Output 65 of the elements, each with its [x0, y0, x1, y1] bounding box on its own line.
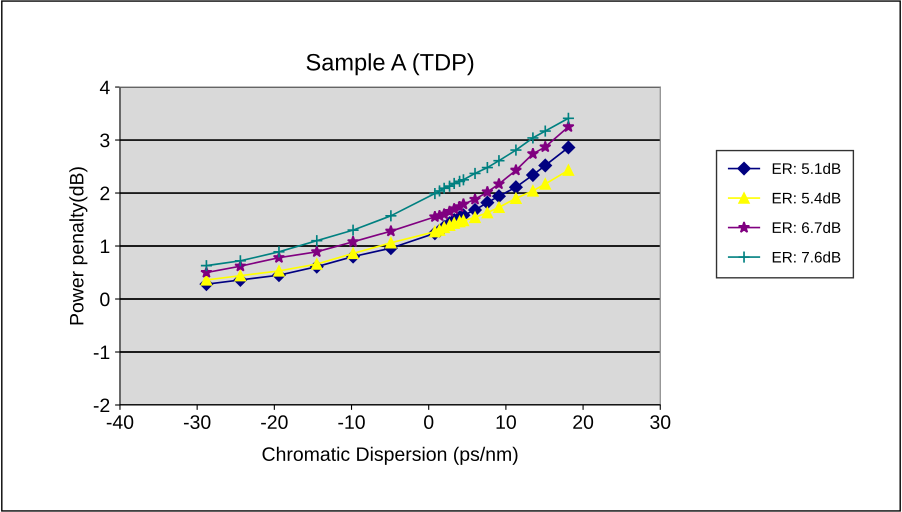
point [457, 198, 470, 210]
point [384, 209, 398, 222]
x-tick-label: -40 [106, 415, 134, 429]
point [385, 237, 397, 249]
y-axis-title: Power penalty(dB) [69, 167, 88, 324]
point [311, 258, 322, 270]
y-tick-label: 1 [100, 240, 110, 254]
point [273, 265, 285, 277]
y-tick-label: 2 [100, 186, 110, 200]
point [468, 192, 482, 205]
legend-label: ER: 7.6dB [772, 251, 840, 263]
point [510, 144, 522, 156]
point [539, 140, 552, 152]
x-tick-label: 0 [424, 415, 434, 429]
point [272, 245, 286, 258]
x-tick-label: -10 [338, 415, 365, 429]
point [347, 248, 359, 260]
point [200, 259, 213, 272]
point [493, 202, 505, 214]
point [526, 147, 540, 160]
point [310, 234, 324, 248]
legend-label: ER: 5.1dB [772, 162, 840, 174]
point [492, 154, 506, 168]
point [480, 161, 494, 174]
legend-label: ER: 5.4dB [772, 192, 840, 204]
point [527, 185, 539, 197]
point [562, 140, 576, 154]
x-tick-label: 10 [496, 415, 516, 429]
point [562, 112, 575, 125]
y-tick-label: 3 [100, 134, 110, 148]
point [482, 206, 494, 218]
point [346, 224, 360, 237]
legend-label: ER: 6.7dB [772, 222, 840, 234]
point [468, 167, 482, 180]
point [492, 189, 506, 203]
point [457, 173, 470, 186]
x-tick-label: 20 [573, 415, 594, 429]
point [526, 168, 540, 182]
point [234, 270, 246, 282]
point [384, 224, 398, 237]
x-tick-label: -30 [184, 415, 210, 429]
y-tick-label: -2 [94, 398, 110, 412]
point [562, 120, 575, 132]
x-tick-label: 30 [650, 415, 670, 429]
chart-title: Sample A (TDP) [306, 53, 474, 76]
point [469, 212, 481, 224]
point [510, 164, 522, 176]
point [526, 132, 540, 144]
point [510, 192, 522, 204]
point [492, 178, 506, 190]
point [481, 186, 494, 198]
x-tick-label: -20 [261, 415, 288, 429]
point [540, 178, 551, 190]
point [509, 180, 523, 194]
y-tick-label: 4 [100, 80, 110, 94]
x-axis-title: Chromatic Dispersion (ps/nm) [262, 446, 518, 465]
point [346, 235, 360, 248]
point [480, 196, 494, 210]
y-tick-label: 0 [100, 292, 110, 306]
point [538, 124, 552, 138]
point [234, 254, 247, 268]
point [562, 164, 574, 176]
point [538, 158, 552, 172]
point [310, 245, 323, 258]
y-tick-label: -1 [94, 346, 110, 360]
